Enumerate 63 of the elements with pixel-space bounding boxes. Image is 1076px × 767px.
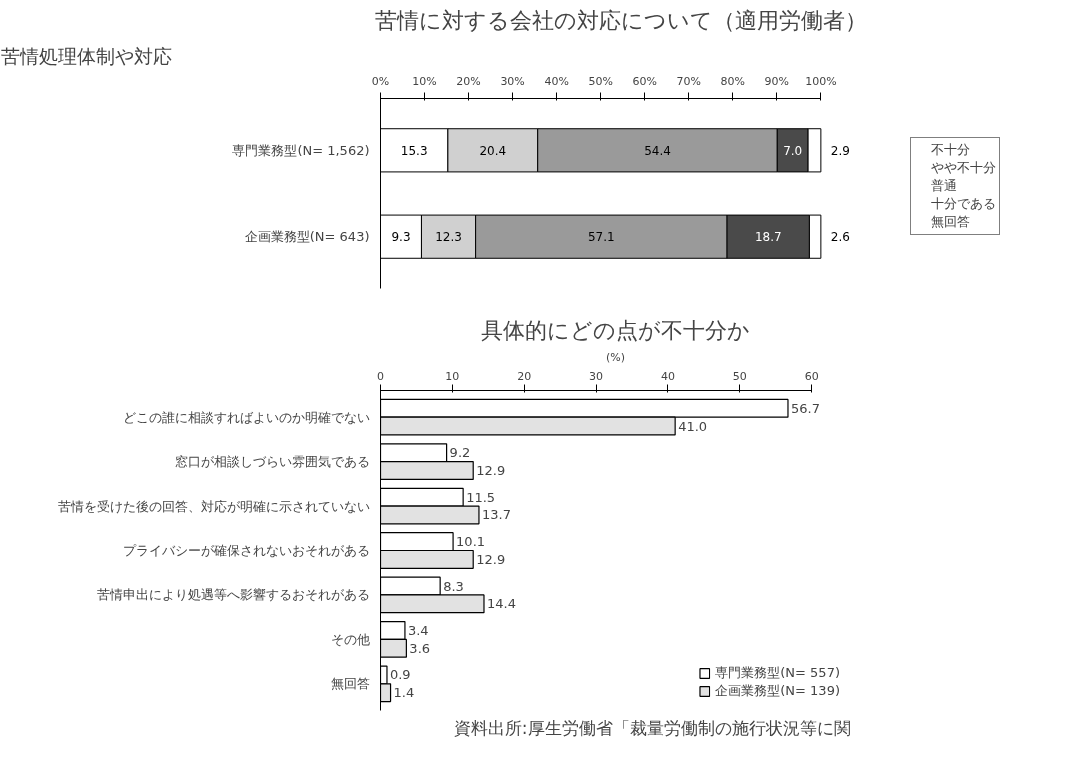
text: 12.9: [476, 463, 506, 478]
x-tick-label: 50%: [588, 74, 613, 88]
x-tick-label: 20: [517, 369, 532, 383]
y-tick-label: 苦情を受けた後の回答、対応が明確に示されていない: [57, 498, 370, 514]
text: 3.4: [407, 623, 429, 638]
y-tick-label: 無回答: [330, 676, 370, 692]
x-tick-label: 60%: [632, 74, 657, 88]
text: 十分である: [931, 195, 996, 213]
text: 普通: [931, 177, 957, 195]
x-axis-title: (%): [605, 350, 626, 364]
x-tick-label: 100%: [805, 74, 837, 88]
text: 14.4: [486, 596, 516, 612]
x-tick-label: 30: [589, 369, 604, 383]
text: 8.3: [443, 578, 464, 594]
text: 1.4: [393, 685, 415, 701]
y-tick-label: 苦情申出により処遇等へ影響するおそれがある: [96, 587, 370, 603]
x-tick-label: 0: [377, 369, 384, 383]
x-tick-label: 30%: [500, 74, 525, 88]
x-tick-label: 80%: [720, 74, 746, 88]
text: 3.6: [409, 640, 431, 656]
text: 2.9: [830, 143, 850, 158]
text: 15.3: [400, 143, 428, 158]
text: やや不十分: [931, 159, 996, 177]
text: 56.7: [790, 400, 820, 416]
text: 12.9: [476, 551, 506, 567]
text: 57.1: [587, 230, 615, 245]
chart-title: 具体的にどの点が不十分か: [481, 317, 750, 343]
x-tick-label: 90%: [764, 74, 790, 88]
text: 苦情処理体制や対応: [0, 44, 172, 67]
text: 10.1: [456, 534, 486, 550]
x-tick-label: 10: [445, 369, 460, 383]
y-tick-label: どこの誰に相談すればよいのか明確でない: [122, 409, 370, 425]
x-tick-label: 10%: [412, 74, 437, 88]
chart-title: 苦情に対する会社の対応について（適用労働者）: [374, 7, 867, 33]
x-tick-label: 0%: [371, 74, 390, 88]
text: 18.7: [754, 230, 782, 245]
y-tick-label: プライバシーが確保されないおそれがある: [122, 543, 370, 558]
text: 20.4: [479, 143, 507, 158]
text: 41.0: [678, 418, 708, 434]
text: 無回答: [931, 213, 970, 231]
x-tick-label: 40: [660, 369, 675, 383]
text: 0.9: [389, 667, 411, 683]
text: 2.6: [830, 230, 850, 245]
legend-label: 企画業務型(N= 139): [715, 682, 840, 700]
y-tick-label: 窓口が相談しづらい雰囲気である: [174, 454, 370, 470]
text: 9.2: [449, 445, 471, 461]
text: 13.7: [481, 507, 511, 523]
x-tick-label: 50: [732, 369, 747, 383]
x-tick-label: 70%: [676, 74, 701, 88]
text: 資料出所:厚生労働省「裁量労働制の施行状況等に関: [453, 717, 851, 738]
x-tick-label: 60: [804, 369, 819, 383]
text: 不十分: [931, 141, 970, 159]
y-tick-label: 専門業務型(N= 1,562): [232, 142, 370, 158]
text: 12.3: [435, 230, 462, 245]
x-tick-label: 20%: [456, 74, 481, 88]
text: 11.5: [466, 489, 496, 505]
text: 54.4: [644, 143, 671, 158]
y-tick-label: 企画業務型(N= 643): [244, 229, 370, 245]
text: 7.0: [783, 143, 803, 158]
y-tick-label: その他: [330, 631, 370, 647]
legend-label: 専門業務型(N= 557): [715, 664, 840, 682]
text: 9.3: [391, 230, 411, 245]
x-tick-label: 40%: [544, 74, 569, 88]
